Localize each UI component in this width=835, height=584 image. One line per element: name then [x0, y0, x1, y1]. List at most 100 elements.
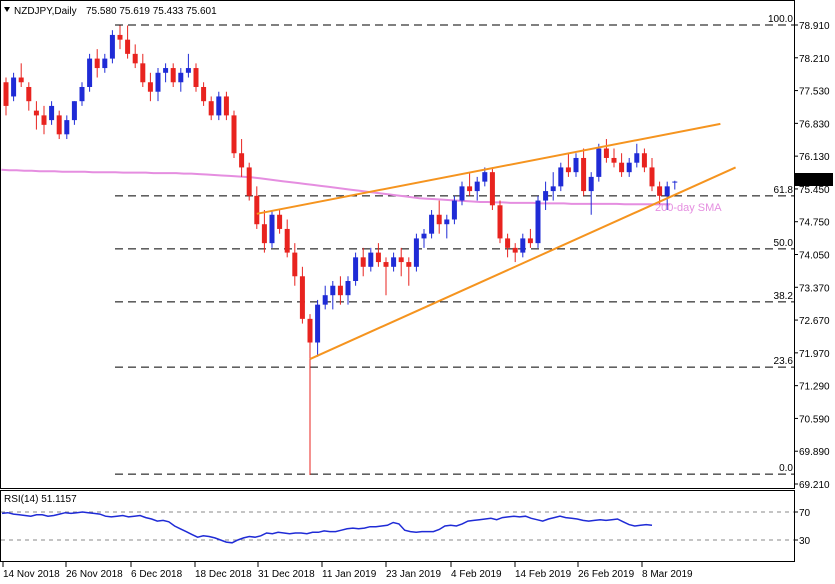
- price-tick-label: 75.450: [799, 185, 830, 196]
- candle: [353, 252, 359, 286]
- candle: [3, 77, 9, 116]
- price-tick-label: 74.050: [799, 251, 830, 262]
- candle: [71, 101, 77, 125]
- candle: [269, 210, 275, 248]
- candle: [170, 63, 176, 87]
- candle: [634, 143, 640, 168]
- fib-level-label: 50.0: [774, 238, 794, 249]
- candle: [208, 96, 214, 121]
- candle: [239, 139, 245, 177]
- candle: [429, 210, 435, 239]
- candle: [79, 82, 85, 106]
- candle: [391, 252, 397, 272]
- rsi-panel: RSI(14) 51.1157: [1, 494, 794, 544]
- candle: [444, 214, 450, 239]
- candle: [193, 63, 199, 92]
- date-tick-label: 11 Jan 2019: [322, 569, 377, 580]
- candle: [337, 276, 343, 305]
- candle: [497, 200, 503, 244]
- candle: [413, 233, 419, 272]
- candle: [56, 110, 62, 140]
- date-tick-label: 18 Dec 2018: [195, 569, 252, 580]
- date-tick-label: 31 Dec 2018: [258, 569, 315, 580]
- candle: [588, 172, 594, 215]
- candle: [581, 148, 587, 196]
- current-price-label: 75.601: [798, 175, 829, 186]
- candle: [505, 233, 511, 258]
- candle: [109, 30, 115, 64]
- sma-label: 200-day SMA: [655, 202, 722, 214]
- candle: [398, 247, 404, 277]
- candle: [49, 101, 55, 125]
- symbol-label: NZDJPY,Daily: [14, 6, 77, 17]
- date-tick-label: 6 Dec 2018: [131, 569, 183, 580]
- fib-level-label: 38.2: [774, 291, 794, 302]
- price-tick-label: 73.370: [799, 283, 830, 294]
- candle: [451, 195, 457, 225]
- candle: [64, 115, 70, 140]
- candle: [550, 172, 556, 201]
- candle: [573, 153, 579, 177]
- candle: [284, 219, 290, 258]
- candle: [459, 181, 465, 206]
- trendline: [256, 122, 721, 215]
- candle: [147, 72, 153, 102]
- trendlines: [256, 122, 737, 360]
- candle: [216, 91, 222, 121]
- rsi-axis: 70 30: [794, 508, 811, 547]
- candle: [512, 243, 518, 263]
- candle: [672, 180, 678, 190]
- candle: [307, 314, 313, 476]
- fib-level-label: 61.8: [774, 185, 794, 196]
- date-tick-label: 8 Mar 2019: [642, 569, 693, 580]
- candle: [330, 280, 336, 310]
- candle: [254, 186, 260, 229]
- candle: [246, 162, 252, 201]
- candle: [649, 157, 655, 192]
- date-tick-label: 14 Feb 2019: [515, 569, 572, 580]
- rsi-tick-label: 70: [799, 508, 811, 519]
- candle: [603, 139, 609, 163]
- sma-200-line: [1, 168, 671, 206]
- fib-level-label: 100.0: [768, 14, 793, 25]
- fib-level-label: 23.6: [774, 356, 794, 367]
- dropdown-triangle-icon[interactable]: [4, 7, 10, 12]
- trendline: [309, 166, 737, 360]
- candle: [125, 25, 131, 59]
- candle: [178, 68, 184, 92]
- candle: [322, 285, 328, 310]
- price-tick-label: 71.290: [799, 382, 830, 393]
- price-tick-label: 70.590: [799, 414, 830, 425]
- candle: [102, 53, 108, 73]
- candle: [383, 257, 389, 296]
- candle: [565, 153, 571, 177]
- candle: [33, 101, 39, 130]
- candle: [664, 181, 670, 211]
- candle: [315, 299, 321, 357]
- candle: [41, 105, 47, 135]
- candle: [474, 176, 480, 201]
- candle: [299, 266, 305, 324]
- price-tick-label: 78.210: [799, 54, 830, 65]
- price-axis: 78.910 78.210 77.530 76.830 76.130 75.450 74.7…: [794, 21, 830, 491]
- rsi-title: RSI(14) 51.1157: [4, 494, 77, 505]
- candle: [543, 181, 549, 211]
- price-tick-label: 71.970: [799, 349, 830, 360]
- date-tick-label: 4 Feb 2019: [451, 569, 502, 580]
- candle: [611, 148, 617, 168]
- date-tick-label: 23 Jan 2019: [386, 569, 441, 580]
- candle: [11, 72, 17, 102]
- candle: [467, 172, 473, 196]
- candle: [87, 53, 93, 92]
- candle: [375, 243, 381, 267]
- candle: [18, 63, 24, 87]
- sma-200-layer: [1, 168, 671, 206]
- candle: [421, 228, 427, 248]
- candle: [489, 167, 495, 211]
- candle: [535, 195, 541, 248]
- candle: [223, 91, 229, 121]
- candle: [277, 210, 283, 234]
- candle: [155, 68, 161, 102]
